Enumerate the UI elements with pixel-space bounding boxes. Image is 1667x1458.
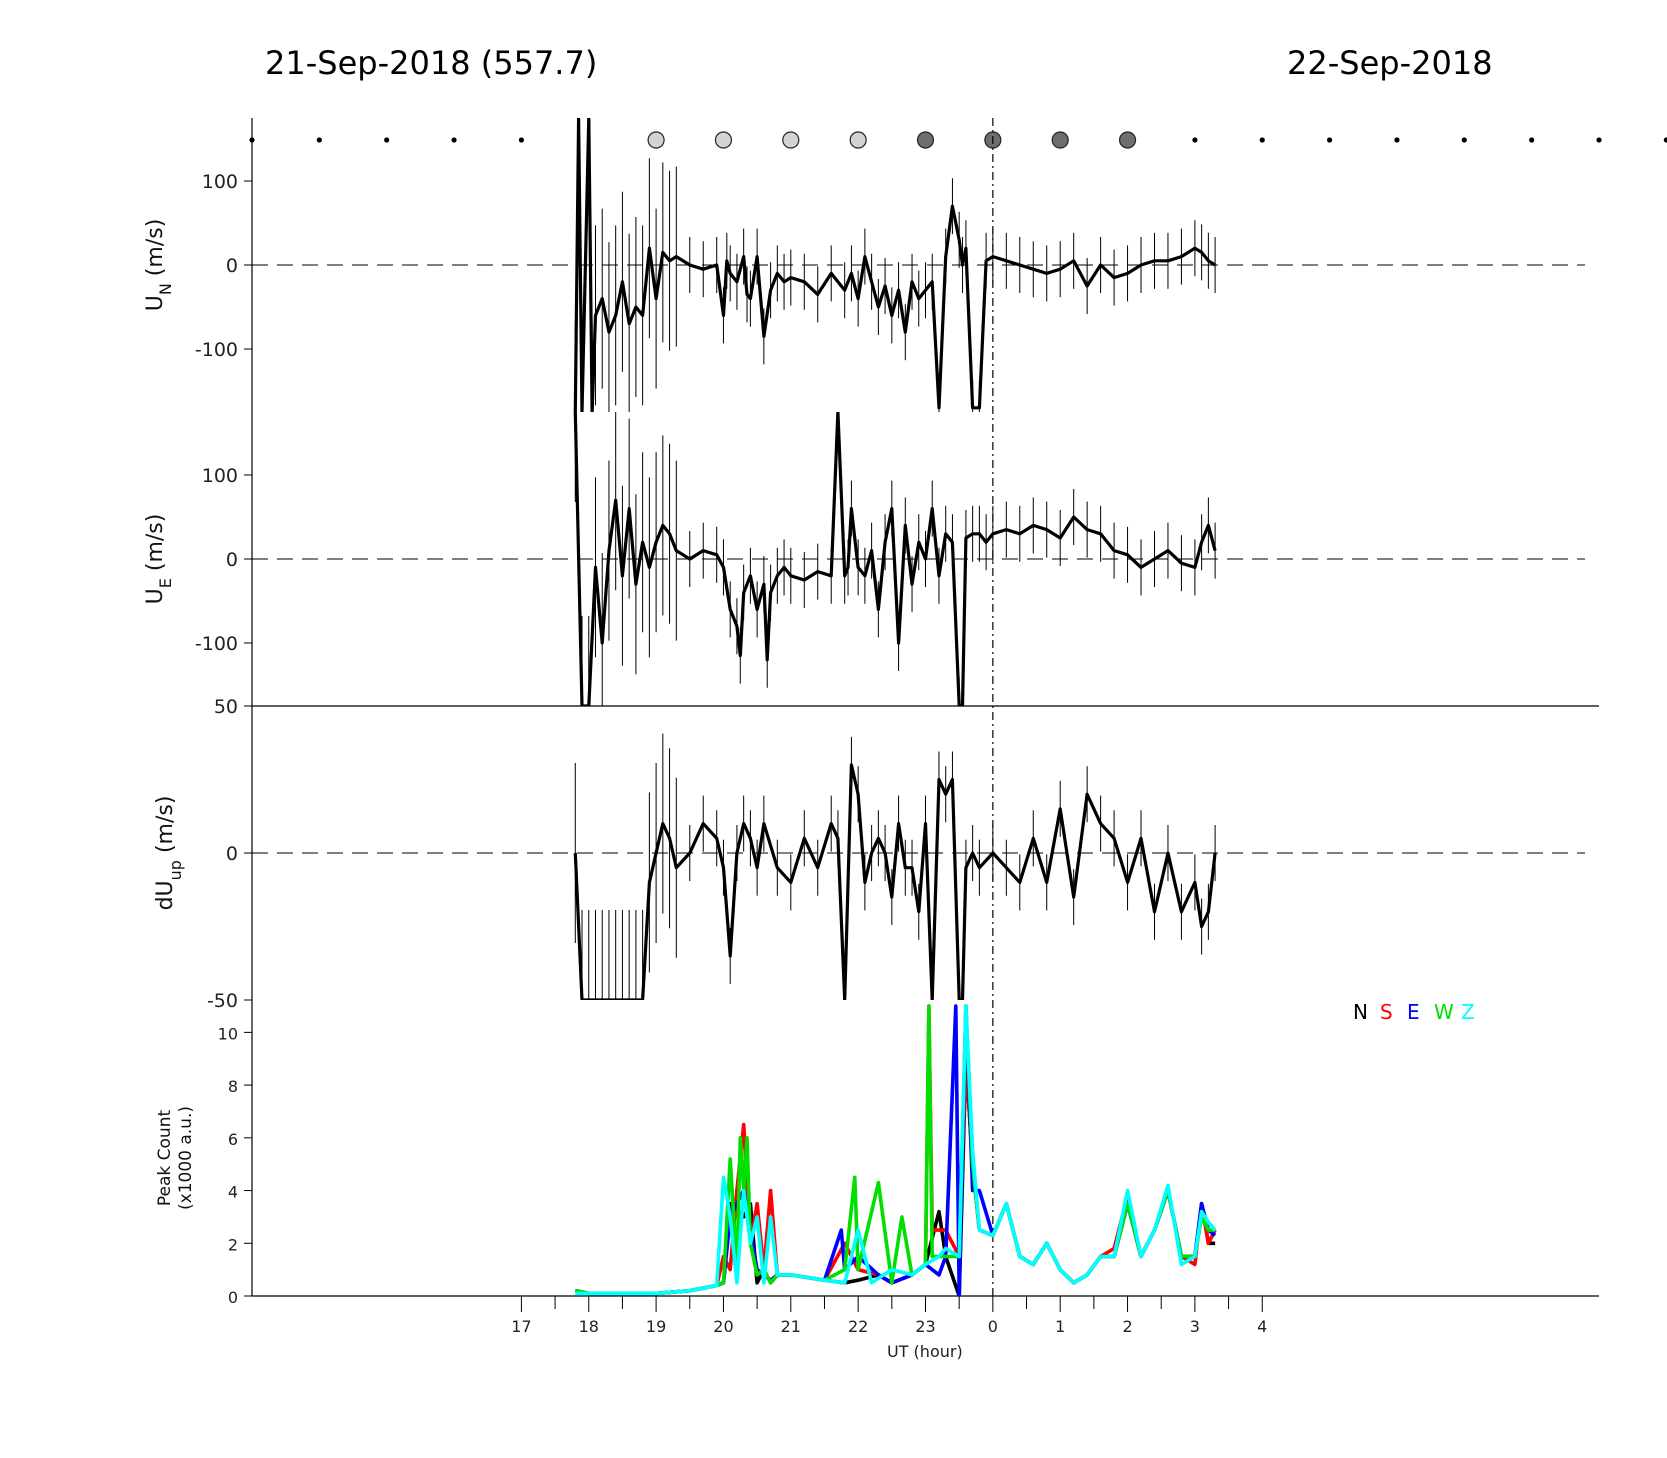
sky-dot-marker [316, 137, 322, 143]
y-tick-label: -100 [195, 339, 238, 361]
x-tick-label: 21 [781, 1317, 801, 1336]
sky-light-marker [849, 131, 867, 149]
y-axis-label-text: dUup (m/s) [153, 796, 185, 911]
y-tick-label: -50 [207, 990, 238, 1012]
right-date-title: 22-Sep-2018 [1287, 44, 1493, 82]
x-tick-label: 1 [1055, 1317, 1065, 1336]
sky-dot-marker [1529, 137, 1535, 143]
sky-dot-marker [384, 137, 390, 143]
y-axis-label-text: UN (m/s) [143, 219, 175, 312]
legend-item-S: S [1380, 1000, 1393, 1024]
legend-item-N: N [1353, 1000, 1368, 1024]
sky-dot-marker [1327, 137, 1333, 143]
y-axis-label-text: UE (m/s) [143, 514, 175, 605]
x-tick-label: 0 [988, 1317, 998, 1336]
y-tick-label: -100 [195, 633, 238, 655]
x-axis-label: UT (hour) [887, 1342, 963, 1361]
sky-light-marker [647, 131, 665, 149]
y-axis-label: Peak Count (x1000 a.u.) [155, 1106, 196, 1210]
legend-item-W: W [1434, 1000, 1454, 1024]
y-tick-label: 4 [228, 1183, 238, 1202]
series-line-Z [575, 1004, 1217, 1296]
sky-dot-marker [518, 137, 525, 143]
sky-dot-marker [451, 137, 457, 143]
sky-dark-marker [1118, 131, 1137, 149]
sky-dot-marker [1461, 137, 1467, 143]
y-tick-label: 0 [226, 255, 238, 277]
sky-light-marker [782, 131, 800, 149]
sky-dot-marker [1596, 137, 1602, 143]
y-tick-label: 100 [202, 465, 238, 487]
y-axis-label-line1: Peak Count [155, 1110, 175, 1207]
x-tick-label: 19 [646, 1317, 666, 1336]
x-tick-label: 18 [579, 1317, 599, 1336]
x-tick-label: 3 [1190, 1317, 1200, 1336]
sky-dot-marker [1394, 137, 1400, 143]
y-tick-label: 6 [228, 1130, 238, 1149]
x-tick-label: 22 [848, 1317, 868, 1336]
y-tick-label: 8 [228, 1077, 238, 1096]
sky-dot-marker [1259, 137, 1265, 143]
y-tick-label: 0 [228, 1288, 238, 1307]
legend-item-Z: Z [1461, 1000, 1475, 1024]
x-tick-label: 2 [1122, 1317, 1132, 1336]
y-tick-label: 0 [226, 549, 238, 571]
series-line-W [574, 1004, 1216, 1296]
y-tick-label: 100 [202, 171, 238, 193]
sky-dot-marker [1663, 137, 1667, 143]
series-line-dup [573, 763, 1217, 1000]
error-bars [574, 118, 1216, 412]
legend-item-E: E [1407, 1000, 1420, 1024]
x-tick-label: 4 [1257, 1317, 1267, 1336]
y-axis-label: UN (m/s) [143, 219, 175, 312]
left-date-title: 21-Sep-2018 (557.7) [265, 44, 598, 82]
sky-light-marker [714, 131, 733, 149]
y-axis-label: dUup (m/s) [153, 796, 185, 911]
y-tick-label: 50 [214, 696, 238, 718]
y-axis-label: UE (m/s) [143, 514, 175, 605]
y-tick-label: 0 [226, 843, 238, 865]
x-tick-label: 17 [511, 1317, 531, 1336]
sky-dark-marker [916, 131, 935, 149]
x-tick-label: 23 [915, 1317, 935, 1336]
x-tick-label: 20 [713, 1317, 733, 1336]
y-axis-label-line2: (x1000 a.u.) [176, 1106, 196, 1210]
series-line-ue [573, 412, 1217, 706]
series-line-un [573, 118, 1216, 412]
sky-dot-marker [1192, 137, 1198, 143]
y-tick-label: 10 [218, 1024, 238, 1043]
sky-dark-marker [1051, 131, 1069, 149]
error-bars [574, 733, 1216, 1000]
y-tick-label: 2 [228, 1235, 238, 1254]
